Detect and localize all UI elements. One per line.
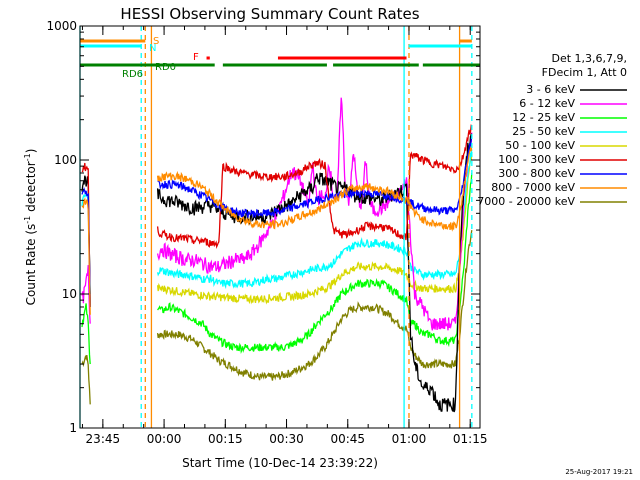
x-tick-label: 23:45 [86,432,121,446]
legend-label: 800 - 7000 keV [491,181,575,194]
y-tick-label: 1000 [46,19,77,33]
legend-label: 3 - 6 keV [526,83,575,96]
flag-label-f: F [193,52,199,63]
x-tick-label: 00:15 [208,432,243,446]
flag-bar-layer: SN F RD0 RD6 [80,36,480,80]
chart-title: HESSI Observing Summary Count Rates [120,5,419,23]
x-tick-label: 00:00 [147,432,182,446]
y-tick-label: 1 [69,421,77,435]
series-line-7 [81,144,473,315]
x-axis-title: Start Time (10-Dec-14 23:39:22) [182,456,378,470]
series-line-8 [81,230,473,405]
y-tick-label: 10 [62,287,77,301]
series-line-1 [81,97,473,331]
legend-label: 50 - 100 keV [505,139,575,152]
x-tick-label: 00:45 [330,432,365,446]
x-tick-label: 00:30 [269,432,304,446]
y-axis-title: Count Rate (s-1 detector-1) [23,149,38,306]
legend-label: 7000 - 20000 keV [477,195,575,208]
series-line-2 [81,172,473,365]
legend: Det 1,3,6,7,9, FDecim 1, Att 0 3 - 6 keV… [477,52,627,208]
flag-label-s: S [153,36,159,47]
flag-label-n: N [149,43,156,54]
x-tick-label: 01:15 [453,432,488,446]
flag-label-rd0: RD0 [155,62,176,73]
flag-label-rd6: RD6 [122,69,143,80]
legend-header-line-2: FDecim 1, Att 0 [542,66,627,79]
legend-label: 12 - 25 keV [512,111,575,124]
legend-label: 100 - 300 keV [498,153,575,166]
footer-timestamp: 25-Aug-2017 19:21 [565,468,633,476]
legend-label: 25 - 50 keV [512,125,575,138]
legend-label: 6 - 12 keV [519,97,575,110]
legend-label: 300 - 800 keV [498,167,575,180]
plot-data-layer [81,97,473,413]
series-line-4 [156,154,473,305]
x-tick-label: 01:00 [392,432,427,446]
x-axis-ticks: 23:45 00:00 00:15 00:30 00:45 01:00 01:15 [81,26,488,446]
plot-frame [79,25,481,429]
legend-header-line-1: Det 1,3,6,7,9, [551,52,627,65]
y-tick-label: 100 [54,153,77,167]
y-axis-ticks: 1 10 100 1000 [46,19,480,435]
